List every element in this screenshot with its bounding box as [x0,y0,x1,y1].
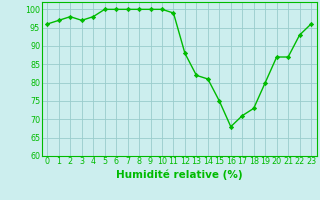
X-axis label: Humidité relative (%): Humidité relative (%) [116,169,243,180]
